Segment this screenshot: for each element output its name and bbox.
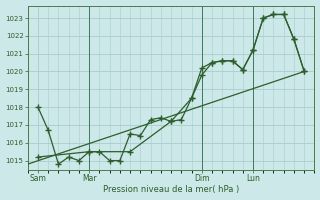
X-axis label: Pression niveau de la mer( hPa ): Pression niveau de la mer( hPa ) <box>103 185 239 194</box>
